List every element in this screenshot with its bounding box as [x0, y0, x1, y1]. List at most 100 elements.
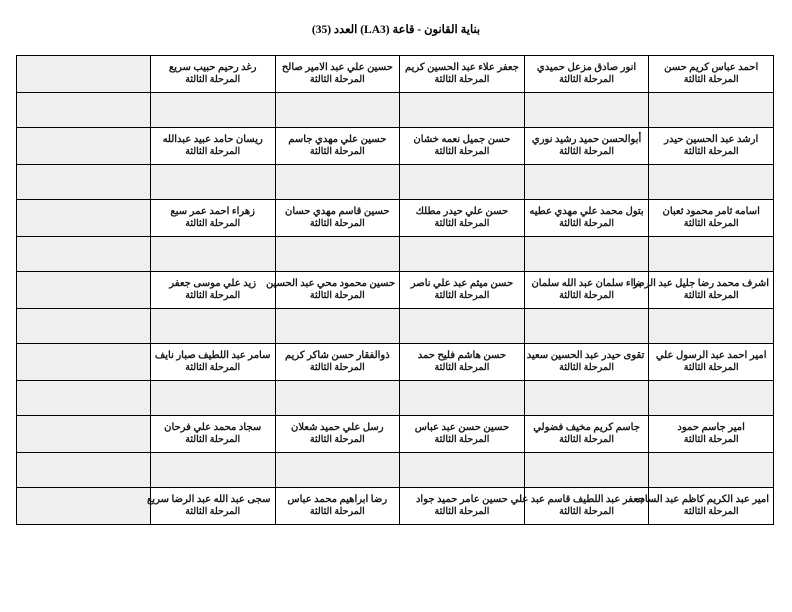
student-stage: المرحلة الثالثة — [434, 219, 490, 230]
student-name: حسين علي مهدي جاسم — [288, 133, 387, 145]
student-cell: احمد عباس كريم حسن المرحلة الثالثة — [648, 55, 774, 93]
student-entry: براء سلمان عبد الله سلمان المرحلة الثالثة — [525, 276, 649, 305]
roster-table-body: احمد عباس كريم حسن المرحلة الثالثة انور صا… — [16, 55, 774, 525]
student-cell: ذوالفقار حسن شاكر كريم المرحلة الثالثة — [274, 343, 401, 381]
student-cell: حسين حسن عبد عباس المرحلة الثالثة — [399, 415, 525, 453]
student-cell: زهراء احمد عمر سبع المرحلة الثالثة — [149, 199, 276, 237]
student-name: امير احمد عبد الرسول علي — [655, 349, 767, 361]
student-cell: امير عبد الكريم كاظم عبد الساده المرحلة ا… — [635, 487, 774, 525]
student-name: رسل علي حميد شعلان — [290, 421, 384, 433]
empty-cell — [16, 415, 151, 453]
student-stage: المرحلة الثالثة — [434, 363, 490, 374]
student-stage: المرحلة الثالثة — [559, 219, 615, 230]
student-entry: بتول محمد علي مهدي عطيه المرحلة الثالثة — [525, 204, 649, 233]
student-name: حسين محمود محي عبد الحسين — [265, 277, 396, 289]
student-entry: حسن ميثم عبد علي ناصر المرحلة الثالثة — [400, 276, 524, 305]
student-entry: ريسان حامد عبيد عبدالله المرحلة الثالثة — [151, 132, 275, 161]
student-cell: سامر عبد اللطيف صبار نايف المرحلة الثالثة — [149, 343, 276, 381]
student-cell: جعفر عبد اللطيف قاسم عبد علي المرحلة الثا… — [511, 487, 650, 525]
student-entry: اسامه ثامر محمود ثعبان المرحلة الثالثة — [649, 204, 773, 233]
student-cell: حسن ميثم عبد علي ناصر المرحلة الثالثة — [399, 271, 525, 309]
student-entry: رضا ابراهيم محمد عباس المرحلة الثالثة — [276, 492, 400, 521]
student-entry: امير عبد الكريم كاظم عبد الساده المرحلة ا… — [635, 492, 773, 521]
student-cell: امير احمد عبد الرسول علي المرحلة الثالثة — [648, 343, 774, 381]
student-entry: حسن هاشم فليح حمد المرحلة الثالثة — [400, 348, 524, 377]
student-name: جعفر علاء عبد الحسين كريم — [404, 61, 519, 73]
student-entry: أبوالحسن حميد رشيد نوري المرحلة الثالثة — [525, 132, 649, 161]
student-cell: زيد علي موسى جعفر المرحلة الثالثة — [149, 271, 276, 309]
student-entry: جعفر علاء عبد الحسين كريم المرحلة الثالثة — [400, 60, 524, 89]
table-spacer-row — [16, 164, 774, 200]
empty-cell — [16, 487, 151, 525]
student-entry: زهراء احمد عمر سبع المرحلة الثالثة — [151, 204, 275, 233]
empty-cell — [274, 308, 401, 344]
student-entry: جعفر عبد اللطيف قاسم عبد علي المرحلة الثا… — [511, 492, 649, 521]
empty-cell — [399, 92, 525, 128]
student-name: سجى عبد الله عبد الرضا سريع — [146, 493, 271, 505]
student-stage: المرحلة الثالثة — [559, 363, 615, 374]
empty-cell — [149, 308, 276, 344]
student-stage: المرحلة الثالثة — [434, 291, 490, 302]
student-name: حسن هاشم فليح حمد — [417, 349, 507, 361]
empty-cell — [274, 164, 401, 200]
student-entry: ذوالفقار حسن شاكر كريم المرحلة الثالثة — [276, 348, 400, 377]
student-roster-table: احمد عباس كريم حسن المرحلة الثالثة انور صا… — [16, 55, 774, 525]
student-cell: رسل علي حميد شعلان المرحلة الثالثة — [274, 415, 401, 453]
empty-cell-content — [17, 56, 150, 92]
student-stage: المرحلة الثالثة — [434, 435, 490, 446]
student-stage: المرحلة الثالثة — [559, 75, 615, 86]
empty-cell — [16, 343, 151, 381]
empty-cell — [16, 308, 151, 344]
student-cell: رضا ابراهيم محمد عباس المرحلة الثالثة — [274, 487, 401, 525]
empty-cell — [648, 380, 774, 416]
student-stage: المرحلة الثالثة — [185, 507, 241, 518]
student-stage: المرحلة الثالثة — [683, 435, 739, 446]
student-entry: انور صادق مزعل حميدي المرحلة الثالثة — [525, 60, 649, 89]
empty-cell — [523, 308, 650, 344]
empty-cell-content — [17, 200, 150, 236]
student-stage: المرحلة الثالثة — [559, 291, 615, 302]
table-row: احمد عباس كريم حسن المرحلة الثالثة انور صا… — [16, 55, 774, 93]
student-name: زيد علي موسى جعفر — [169, 277, 257, 289]
student-entry: تقوى حيدر عبد الحسين سعيد المرحلة الثالثة — [525, 348, 649, 377]
student-entry: زيد علي موسى جعفر المرحلة الثالثة — [151, 276, 275, 305]
empty-cell-content — [17, 488, 150, 524]
student-cell: حسين محمود محي عبد الحسين المرحلة الثالثة — [265, 271, 401, 309]
student-cell: حسن علي حيدر مطلك المرحلة الثالثة — [399, 199, 525, 237]
student-stage: المرحلة الثالثة — [683, 363, 739, 374]
empty-cell — [16, 236, 151, 272]
student-cell: بتول محمد علي مهدي عطيه المرحلة الثالثة — [523, 199, 650, 237]
student-entry: رغد رحيم حبيب سريع المرحلة الثالثة — [151, 60, 275, 89]
student-name: سامر عبد اللطيف صبار نايف — [154, 349, 271, 361]
empty-cell-content — [17, 416, 150, 452]
student-entry: حسن علي حيدر مطلك المرحلة الثالثة — [400, 204, 524, 233]
student-name: انور صادق مزعل حميدي — [536, 61, 637, 73]
student-cell: اشرف محمد رضا جليل عبد الرضا المرحلة الثا… — [633, 271, 774, 309]
student-stage: المرحلة الثالثة — [683, 507, 739, 518]
student-cell: جعفر علاء عبد الحسين كريم المرحلة الثالثة — [399, 55, 525, 93]
student-cell: حسن هاشم فليح حمد المرحلة الثالثة — [399, 343, 525, 381]
student-cell: تقوى حيدر عبد الحسين سعيد المرحلة الثالثة — [523, 343, 650, 381]
student-entry: جاسم كريم مخيف فضولي المرحلة الثالثة — [525, 420, 649, 449]
student-entry: احمد عباس كريم حسن المرحلة الثالثة — [649, 60, 773, 89]
student-name: بتول محمد علي مهدي عطيه — [529, 205, 644, 217]
empty-cell — [399, 164, 525, 200]
empty-cell — [149, 164, 276, 200]
empty-cell — [16, 92, 151, 128]
student-entry: حسين عامر حميد جواد المرحلة الثالثة — [400, 492, 524, 521]
student-name: حسين حسن عبد عباس — [414, 421, 510, 433]
student-name: سجاد محمد علي فرحان — [164, 421, 262, 433]
student-entry: سجاد محمد علي فرحان المرحلة الثالثة — [151, 420, 275, 449]
student-entry: رسل علي حميد شعلان المرحلة الثالثة — [276, 420, 400, 449]
student-stage: المرحلة الثالثة — [559, 507, 615, 518]
student-stage: المرحلة الثالثة — [683, 147, 739, 158]
student-name: حسين علي عبد الامير صالح — [281, 61, 393, 73]
student-stage: المرحلة الثالثة — [185, 435, 241, 446]
student-name: حسن علي حيدر مطلك — [415, 205, 509, 217]
student-stage: المرحلة الثالثة — [434, 147, 490, 158]
student-name: حسين قاسم مهدي حسان — [284, 205, 390, 217]
empty-cell — [523, 236, 650, 272]
empty-cell — [648, 236, 774, 272]
student-cell: سجاد محمد علي فرحان المرحلة الثالثة — [149, 415, 276, 453]
empty-cell — [523, 380, 650, 416]
